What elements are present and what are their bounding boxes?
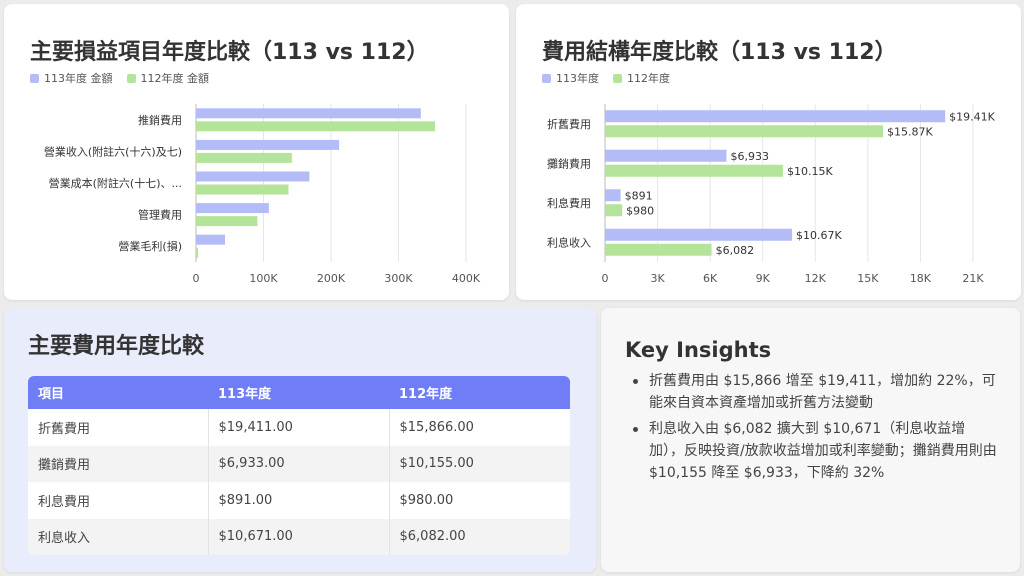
legend-label-113: 113年度: [556, 72, 599, 85]
x-tick-label: 18K: [910, 272, 932, 285]
x-tick-label: 100K: [249, 272, 278, 285]
bar: [196, 152, 292, 163]
table-header-row: 項目 113年度 112年度: [28, 376, 570, 409]
data-label: $19.41K: [949, 110, 995, 123]
bar: [196, 139, 340, 150]
cell-item: 利息收入: [28, 518, 209, 555]
x-tick-label: 15K: [857, 272, 879, 285]
category-label: 推銷費用: [138, 113, 182, 127]
bar: [196, 216, 258, 227]
bar: [196, 203, 269, 214]
cell-112: $10,155.00: [389, 445, 570, 482]
bar: [605, 243, 712, 256]
cell-112: $15,866.00: [389, 409, 570, 446]
x-tick-label: 12K: [805, 272, 827, 285]
x-tick-label: 0: [193, 272, 200, 285]
legend-swatch-112: [126, 73, 136, 83]
category-label: 利息費用: [547, 196, 591, 210]
cell-112: $6,082.00: [389, 518, 570, 555]
legend-item-113[interactable]: 113年度 金額: [30, 70, 113, 86]
x-tick-label: 300K: [384, 272, 413, 285]
bar: [605, 125, 884, 138]
bar: [605, 204, 623, 217]
table-row: 利息收入 $10,671.00 $6,082.00: [28, 518, 570, 555]
bar: [605, 164, 783, 177]
cell-113: $10,671.00: [208, 518, 390, 555]
insights-title: Key Insights: [625, 338, 772, 362]
x-tick-label: 0: [602, 272, 609, 285]
x-tick-label: 6K: [703, 272, 718, 285]
table-row: 折舊費用 $19,411.00 $15,866.00: [28, 409, 570, 446]
x-tick-label: 400K: [452, 272, 481, 285]
legend-swatch-113: [30, 73, 39, 83]
legend-item-112[interactable]: 112年度 金額: [126, 70, 210, 86]
category-label: 攤銷費用: [547, 156, 591, 170]
expense-table-card: 主要費用年度比較 項目 113年度 112年度 折舊費用 $19,411.00 …: [4, 308, 596, 572]
data-label: $10.67K: [796, 229, 842, 242]
bar: [605, 228, 792, 241]
data-label: $10.15K: [787, 165, 833, 178]
cell-113: $6,933.00: [208, 445, 390, 482]
bar: [605, 149, 727, 162]
table-row: 利息費用 $891.00 $980.00: [28, 482, 570, 519]
bar: [196, 121, 435, 132]
category-label: 營業成本(附註六(十七)、...: [49, 176, 182, 190]
insight-item: 折舊費用由 $15,866 增至 $19,411，增加約 22%，可能來自資本資…: [629, 370, 999, 414]
legend-label-113: 113年度 金額: [44, 72, 113, 85]
bar: [196, 171, 310, 182]
insights-list: 折舊費用由 $15,866 增至 $19,411，增加約 22%，可能來自資本資…: [629, 370, 999, 488]
x-tick-label: 9K: [756, 272, 771, 285]
expense-comparison-table: 項目 113年度 112年度 折舊費用 $19,411.00 $15,866.0…: [28, 376, 570, 555]
header-item[interactable]: 項目: [28, 376, 208, 409]
cell-item: 折舊費用: [28, 409, 209, 446]
insight-item: 利息收入由 $6,082 擴大到 $10,671（利息收益增加），反映投資/放款…: [629, 418, 999, 484]
legend-swatch-112: [613, 73, 622, 83]
chart-legend: 113年度 金額 112年度 金額: [30, 70, 209, 86]
cell-112: $980.00: [389, 482, 570, 519]
cell-113: $19,411.00: [208, 409, 390, 446]
chart-card-income-items: 主要損益項目年度比較（113 vs 112） 113年度 金額 112年度 金額…: [4, 4, 509, 300]
bar: [196, 108, 421, 119]
legend-item-113[interactable]: 113年度: [542, 70, 599, 86]
bar: [605, 110, 946, 123]
data-label: $15.87K: [887, 125, 933, 138]
x-tick-label: 200K: [317, 272, 346, 285]
data-label: $6,082: [716, 244, 755, 257]
category-label: 折舊費用: [547, 117, 591, 131]
data-label: $6,933: [730, 150, 769, 163]
chart-legend: 113年度 112年度: [542, 70, 670, 86]
key-insights-card: Key Insights 折舊費用由 $15,866 增至 $19,411，增加…: [601, 308, 1020, 572]
cell-113: $891.00: [208, 482, 390, 519]
chart-title: 費用結構年度比較（113 vs 112）: [542, 40, 897, 65]
bar: [196, 234, 226, 245]
table-title: 主要費用年度比較: [28, 334, 205, 359]
bar: [196, 184, 289, 195]
category-label: 利息收入: [547, 235, 591, 249]
category-label: 營業毛利(損): [118, 239, 182, 253]
data-label: $980: [626, 204, 654, 217]
legend-swatch-113: [542, 73, 551, 83]
legend-item-112[interactable]: 112年度: [613, 70, 670, 86]
bar: [196, 247, 199, 258]
bar: [605, 189, 621, 202]
x-tick-label: 3K: [650, 272, 665, 285]
chart-card-expense-structure: 費用結構年度比較（113 vs 112） 113年度 112年度 0 3K 6K 9K…: [516, 4, 1021, 300]
data-label: $891: [625, 189, 653, 202]
chart-title: 主要損益項目年度比較（113 vs 112）: [30, 40, 429, 65]
expense-structure-bar-chart: 0 3K 6K 9K 12K 15K 18K 21K 折舊費用 $19.41K $15.87K 攤銷費…: [547, 104, 996, 285]
header-112[interactable]: 112年度: [389, 376, 570, 409]
header-113[interactable]: 113年度: [208, 376, 389, 409]
legend-label-112: 112年度 金額: [140, 72, 210, 85]
category-label: 管理費用: [138, 208, 182, 222]
cell-item: 攤銷費用: [28, 445, 209, 482]
x-tick-label: 21K: [962, 272, 984, 285]
cell-item: 利息費用: [28, 482, 209, 519]
legend-label-112: 112年度: [627, 72, 670, 85]
category-label: 營業收入(附註六(十六)及七): [44, 144, 182, 158]
table-row: 攤銷費用 $6,933.00 $10,155.00: [28, 445, 570, 482]
